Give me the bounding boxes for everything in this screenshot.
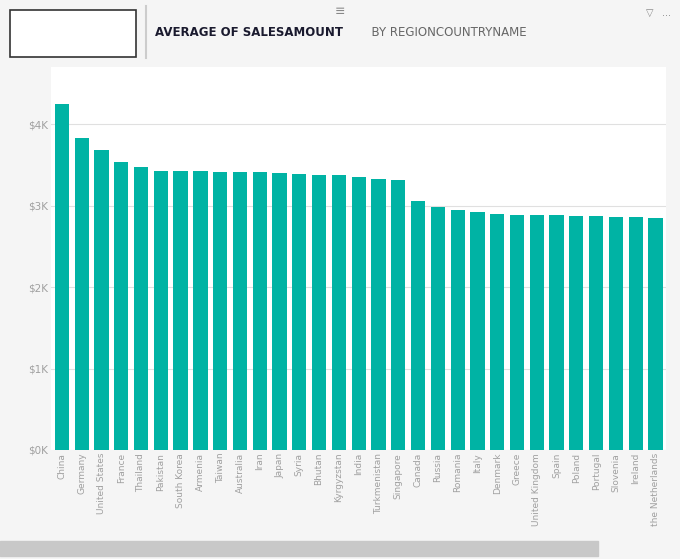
Bar [114, 163, 129, 450]
Text: Back to report: Back to report [37, 26, 122, 39]
Bar [95, 150, 109, 450]
Bar [75, 138, 89, 450]
Bar [233, 172, 247, 450]
Text: AVERAGE OF SALESAMOUNT: AVERAGE OF SALESAMOUNT [155, 26, 343, 39]
Bar [312, 174, 326, 450]
Bar [352, 177, 366, 450]
Bar [430, 207, 445, 450]
Text: <: < [19, 26, 29, 39]
FancyBboxPatch shape [10, 10, 136, 56]
Bar [549, 215, 564, 450]
Bar [134, 167, 148, 450]
Bar [510, 215, 524, 450]
Bar [0, 541, 598, 556]
Bar [332, 175, 346, 450]
Text: ▽: ▽ [645, 8, 653, 18]
Bar [530, 215, 544, 450]
Bar [154, 170, 168, 450]
Bar [490, 214, 505, 450]
Bar [589, 216, 603, 450]
Bar [649, 218, 662, 450]
Bar [411, 201, 425, 450]
Bar [628, 217, 643, 450]
Bar [173, 172, 188, 450]
Text: ≡: ≡ [335, 5, 345, 18]
Bar [193, 172, 207, 450]
Bar [55, 104, 69, 450]
Bar [569, 216, 583, 450]
Bar [451, 211, 464, 450]
Bar [213, 172, 227, 450]
Bar [471, 212, 485, 450]
Text: BY REGIONCOUNTRYNAME: BY REGIONCOUNTRYNAME [364, 26, 526, 39]
Text: ...: ... [662, 8, 671, 18]
Bar [371, 179, 386, 450]
Bar [292, 174, 307, 450]
Bar [609, 216, 623, 450]
Bar [391, 181, 405, 450]
Bar [273, 173, 287, 450]
Bar [253, 172, 267, 450]
